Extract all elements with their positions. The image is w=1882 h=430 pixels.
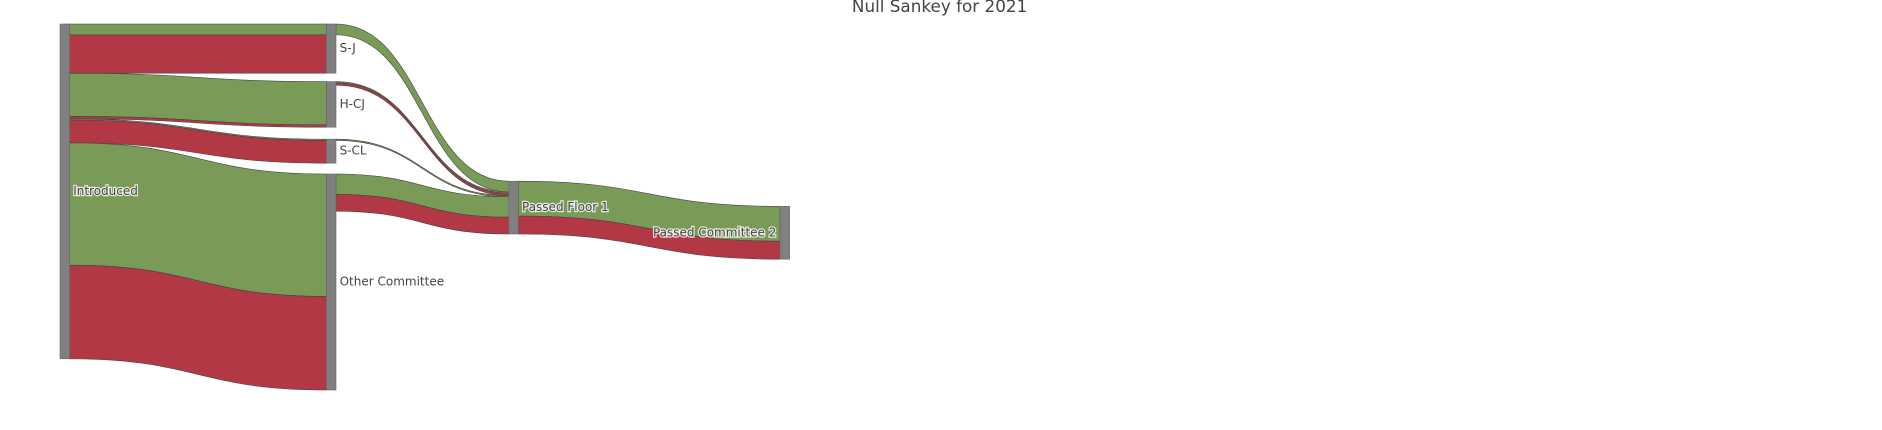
link (69, 34, 327, 74)
node-label: S-J (340, 41, 356, 55)
link (69, 23, 327, 36)
node (326, 23, 337, 74)
node-label: Other Committee (340, 275, 445, 289)
node (59, 23, 70, 360)
node-label: Introduced (73, 184, 138, 198)
node (326, 138, 337, 164)
plot: Null Sankey for 2021 Introduced S-J H-CJ S-… (59, 0, 1027, 391)
node-label: Passed Floor 1 (522, 200, 609, 214)
node (508, 180, 519, 235)
chart-title: Null Sankey for 2021 (852, 0, 1027, 16)
node-label: H-CJ (340, 97, 365, 111)
node (326, 173, 337, 391)
node (326, 81, 337, 128)
node (779, 206, 790, 260)
node-label: S-CL (340, 144, 367, 158)
node-label: Passed Committee 2 (653, 225, 776, 239)
links (69, 23, 781, 391)
